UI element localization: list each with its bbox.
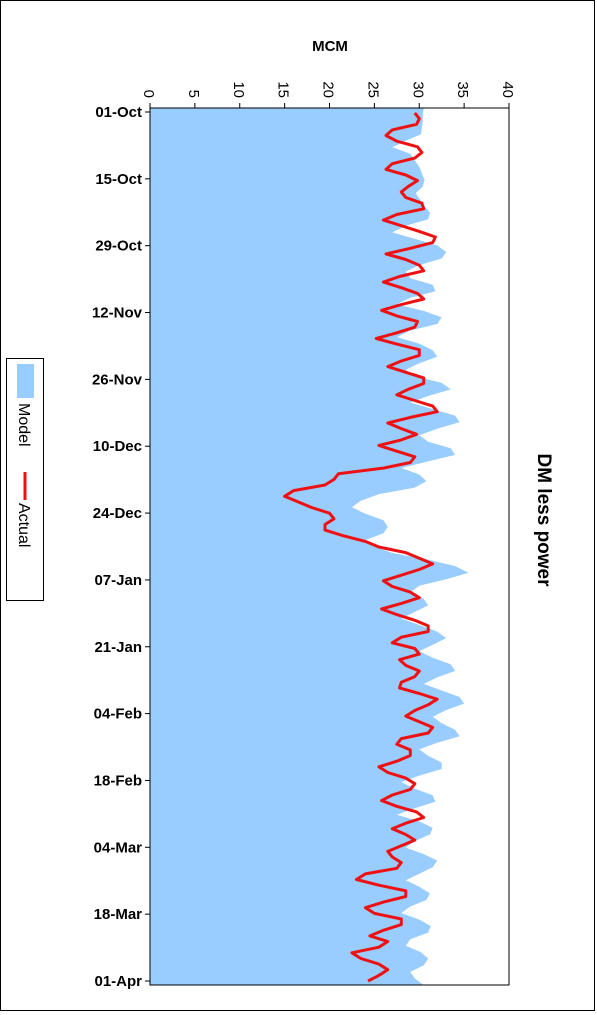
date-tick-label: 04-Feb (94, 706, 142, 723)
legend: Model Actual (6, 358, 44, 601)
legend-label-model: Model (15, 403, 32, 447)
date-tick-label: 01-Oct (95, 104, 142, 121)
series-model-area (150, 108, 469, 985)
x-tick-label: 10 (230, 81, 247, 98)
date-tick-label: 15-Oct (95, 171, 142, 188)
x-axis-title: MCM (312, 38, 348, 55)
x-axis-ticks: 0 5 10 15 20 25 30 35 40 (140, 81, 516, 108)
date-tick-label: 07-Jan (94, 572, 142, 589)
date-tick-label: 18-Mar (94, 906, 143, 923)
date-tick-label: 10-Dec (93, 438, 142, 455)
date-tick-label: 26-Nov (92, 371, 143, 388)
x-tick-label: 15 (275, 81, 292, 98)
x-tick-label: 30 (409, 81, 426, 98)
x-tick-label: 25 (364, 81, 381, 98)
x-tick-label: 40 (499, 81, 516, 98)
model-area-layer (150, 108, 469, 985)
x-tick-label: 0 (140, 90, 157, 98)
date-tick-label: 24-Dec (93, 505, 142, 522)
date-axis-ticks: 01-Oct 15-Oct 29-Oct 12-Nov 26-Nov 10-Dec 24-D… (92, 104, 150, 990)
date-tick-label: 18-Feb (94, 772, 142, 789)
date-tick-label: 12-Nov (92, 305, 143, 322)
x-tick-label: 20 (320, 81, 337, 98)
actual-line-layer (283, 112, 439, 983)
x-tick-label: 35 (454, 81, 471, 98)
x-tick-label: 5 (185, 90, 202, 98)
date-tick-label: 04-Mar (94, 839, 143, 856)
date-tick-label: 21-Jan (94, 639, 142, 656)
date-tick-label: 01-Apr (94, 973, 142, 990)
legend-swatch-model (17, 364, 34, 398)
legend-label-actual: Actual (15, 503, 32, 547)
plot-area (149, 107, 510, 986)
chart-title: DM less power (533, 453, 554, 587)
series-actual-line (283, 112, 439, 983)
date-tick-label: 29-Oct (95, 238, 142, 255)
